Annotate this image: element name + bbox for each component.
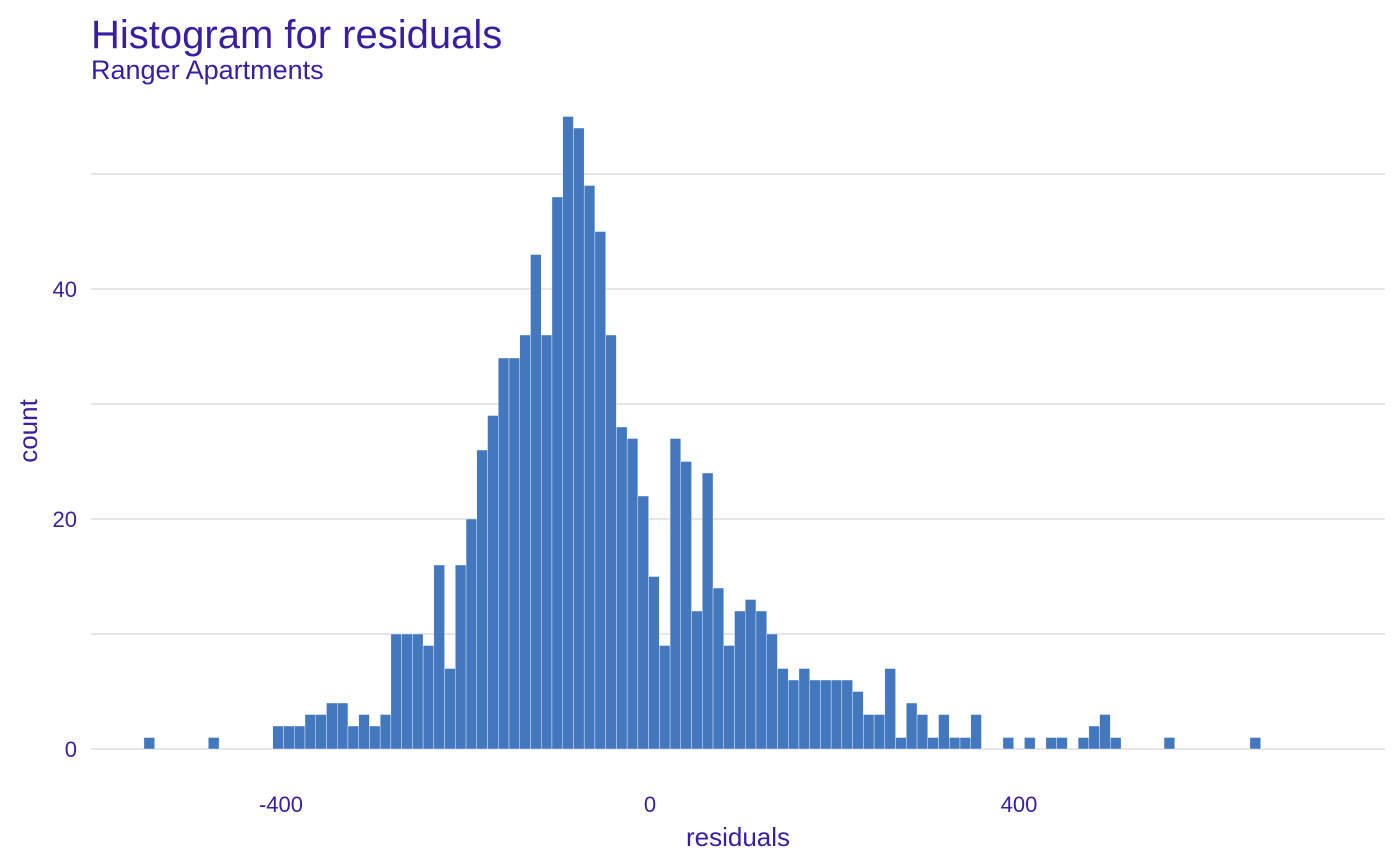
histogram-bar: [938, 714, 950, 750]
histogram-bar: [358, 714, 370, 750]
histogram-bar: [927, 737, 939, 750]
histogram-bar: [143, 737, 155, 750]
histogram-bar: [1163, 737, 1175, 750]
histogram-bar: [637, 495, 649, 750]
histogram-bar: [294, 725, 306, 750]
histogram-bar: [573, 127, 585, 750]
histogram-bar: [777, 668, 789, 750]
histogram-bar: [884, 668, 896, 750]
histogram-bar: [626, 438, 639, 750]
y-axis-ticks: 0 20 40: [53, 277, 77, 762]
y-tick-label: 40: [53, 277, 77, 302]
histogram-bar: [873, 714, 886, 750]
histogram-bar: [712, 587, 724, 750]
histogram-bar: [444, 668, 456, 750]
y-axis-label: count: [13, 398, 43, 462]
histogram-bar: [508, 357, 520, 750]
histogram-bar: [337, 702, 349, 750]
histogram-bar: [669, 438, 682, 750]
histogram-bar: [1088, 725, 1100, 750]
histogram-bar: [283, 725, 295, 750]
histogram-bar: [959, 737, 971, 750]
x-axis-ticks: -400 0 400: [259, 792, 1037, 817]
histogram-bar: [755, 610, 767, 750]
histogram-bar: [208, 737, 220, 750]
histogram-bar: [1056, 737, 1068, 750]
histogram-bar: [734, 610, 746, 750]
histogram-bar: [691, 610, 703, 750]
histogram-bar: [605, 334, 617, 750]
histogram-bar: [949, 737, 961, 750]
histogram-bar: [1024, 737, 1036, 750]
histogram-bar: [476, 449, 488, 750]
histogram-bar: [551, 196, 563, 750]
histogram-bar: [820, 679, 832, 750]
chart-title: Histogram for residuals: [91, 13, 503, 57]
histogram-bar: [906, 702, 918, 750]
histogram-bar: [863, 714, 875, 750]
histogram-bar: [680, 461, 692, 750]
histogram-bar: [745, 599, 757, 750]
histogram-bar: [1249, 737, 1261, 750]
histogram-bar: [830, 679, 843, 750]
histogram-bar: [315, 714, 327, 750]
histogram-bar: [422, 645, 435, 750]
histogram-bar: [723, 645, 735, 750]
x-tick-label: 400: [1001, 792, 1038, 817]
histogram-bar: [455, 564, 467, 750]
histogram-bar: [916, 714, 928, 750]
histogram-bar: [583, 185, 596, 750]
histogram-bar: [487, 415, 499, 750]
x-tick-label: -400: [259, 792, 303, 817]
bars-layer: [143, 116, 1261, 750]
histogram-bar: [895, 737, 907, 750]
x-tick-label: 0: [644, 792, 656, 817]
histogram-bar: [369, 725, 381, 750]
histogram-bar: [702, 472, 714, 750]
x-axis-label: residuals: [686, 822, 790, 852]
histogram-bar: [798, 668, 810, 750]
chart-subtitle: Ranger Apartments: [91, 55, 324, 85]
histogram-bar: [326, 702, 338, 750]
histogram-bar: [498, 357, 510, 750]
histogram-bar: [852, 691, 864, 750]
histogram-bar: [412, 633, 424, 750]
y-tick-label: 0: [65, 737, 77, 762]
histogram-bar: [1002, 737, 1014, 750]
histogram-bar: [1077, 737, 1090, 750]
histogram-bar: [1099, 714, 1111, 750]
histogram-bar: [809, 679, 821, 750]
histogram-bar: [272, 725, 284, 750]
histogram-bar: [841, 679, 853, 750]
histogram-bar: [433, 564, 445, 750]
histogram-bar: [541, 334, 553, 750]
histogram-bar: [659, 645, 671, 750]
histogram-bar: [401, 633, 413, 750]
histogram-bar: [347, 725, 359, 750]
histogram-bar: [562, 116, 574, 750]
histogram-bar: [970, 714, 982, 750]
y-tick-label: 20: [53, 507, 77, 532]
histogram-bar: [594, 231, 606, 750]
histogram-bar: [304, 714, 316, 750]
histogram-bar: [390, 633, 402, 750]
histogram-bar: [1110, 737, 1122, 750]
histogram-bar: [648, 576, 660, 750]
histogram-bar: [787, 679, 800, 750]
histogram-bar: [530, 254, 542, 750]
histogram-bar: [616, 426, 628, 750]
histogram-bar: [519, 334, 531, 750]
histogram-bar: [465, 518, 477, 750]
histogram-bar: [1045, 737, 1057, 750]
histogram-bar: [379, 714, 392, 750]
histogram-bar: [766, 633, 778, 750]
